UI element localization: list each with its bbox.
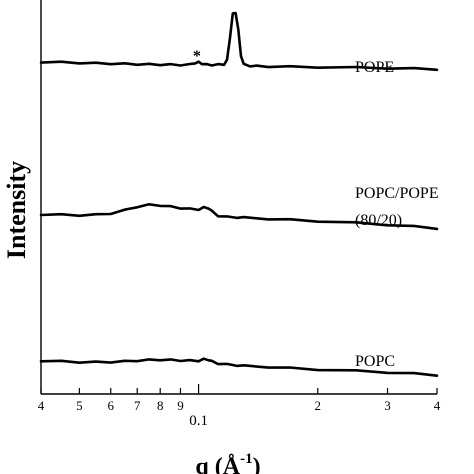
x-tick-label: 5 [76,398,83,413]
series-labels: POPE POPC/POPE (80/20) POPC * [193,48,439,370]
x-axis-title-close: ) [253,454,261,474]
x-tick-label: 0.1 [189,413,208,429]
x-tick-label: 9 [177,398,184,413]
series-line-popc-pope-80-20 [39,203,439,231]
x-ticks: 4 5 6 7 8 9 0.1 2 3 4 [38,384,441,429]
x-axis-title-unit: Å [223,454,241,474]
series-label: POPC/POPE [355,185,439,202]
y-axis-title: Intensity [2,161,31,259]
series-label: (80/20) [355,212,402,229]
series-label: POPC [355,353,395,370]
x-tick-label: 3 [384,398,391,413]
peak-annotation: * [193,48,201,65]
series-line-popc [39,357,439,377]
x-tick-label: 4 [38,398,45,413]
x-axis-title-main: q ( [195,454,222,474]
series [39,11,439,377]
x-tick-label: 6 [107,398,114,413]
x-tick-label: 8 [157,398,164,413]
x-tick-label: 4 [434,398,441,413]
x-tick-label: 2 [315,398,322,413]
series-line-pope [39,11,439,72]
x-axis-title: q (Å-1) [195,451,260,474]
x-tick-label: 7 [134,398,141,413]
series-label: POPE [355,59,394,76]
axes [40,0,437,395]
x-axis-title-exponent: -1 [240,451,253,467]
